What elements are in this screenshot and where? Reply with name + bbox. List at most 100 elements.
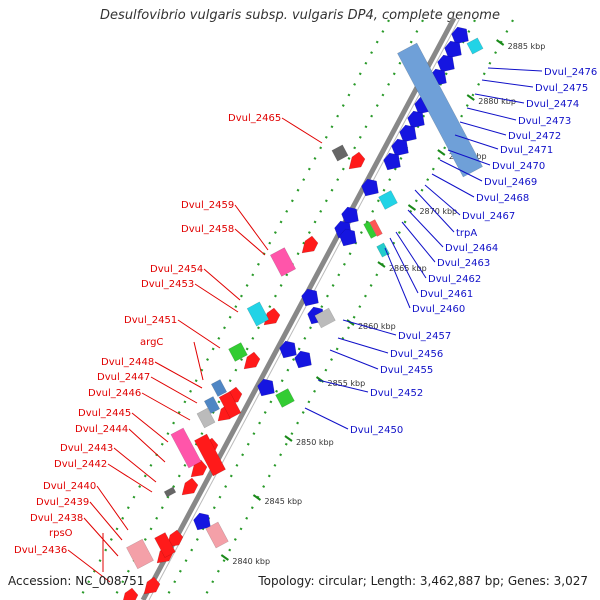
right-gene-label: Dvul_2472 (508, 131, 561, 142)
rna-block (210, 379, 228, 397)
right-label-leader (401, 221, 436, 263)
right-gene-label: Dvul_2469 (484, 177, 537, 188)
right-gene-label: Dvul_2471 (500, 145, 553, 156)
right-label-leader (342, 319, 397, 336)
right-label-leader (317, 379, 369, 393)
rna-block (203, 396, 221, 414)
forward-gene-arrow (190, 459, 208, 478)
right-gene-label: Dvul_2452 (370, 388, 423, 399)
reverse-gene-arrow (257, 378, 275, 397)
right-gene-label: Dvul_2473 (518, 116, 571, 127)
left-label-leader (234, 204, 269, 251)
forward-gene-arrow (181, 477, 199, 496)
tick-mark (407, 204, 417, 211)
left-gene-label: Dvul_2442 (54, 459, 107, 470)
reverse-gene-arrow (383, 152, 401, 171)
right-label-leader (487, 67, 543, 72)
tick-label: 2860 kbp (358, 322, 396, 331)
cyan-gene (246, 301, 270, 327)
green-gene (228, 342, 248, 362)
multi-color-gene (369, 219, 383, 237)
forward-gene-arrow (166, 529, 184, 548)
right-label-leader (337, 337, 389, 354)
left-label-leader (141, 392, 191, 421)
pink-gene (126, 538, 154, 570)
left-label-leader (128, 428, 166, 463)
right-gene-label: Dvul_2475 (535, 83, 588, 94)
forward-gene-arrow (348, 151, 366, 170)
left-label-leader (150, 376, 198, 404)
right-label-leader (384, 247, 411, 309)
rna-block (397, 42, 483, 178)
tick-label: 2870 kbp (419, 207, 457, 216)
left-label-leader (203, 268, 241, 301)
right-gene-label: Dvul_2456 (390, 349, 443, 360)
right-label-leader (414, 189, 455, 233)
reverse-gene-arrow (301, 288, 319, 307)
left-gene-label: Dvul_2459 (181, 200, 234, 211)
left-label-leader (83, 517, 119, 557)
right-label-leader (439, 159, 483, 182)
accession-text: Accession: NC_008751 (8, 574, 145, 588)
right-label-leader (395, 231, 427, 279)
dotted-guide-line (164, 19, 476, 600)
genome-backbone (140, 16, 461, 600)
right-gene-label: Dvul_2457 (398, 331, 451, 342)
left-gene-label: Dvul_2447 (97, 372, 150, 383)
forward-gene-arrow (243, 351, 261, 370)
tick-mark (437, 149, 446, 156)
tick-label: 2865 kbp (389, 264, 427, 273)
right-gene-label: Dvul_2462 (428, 274, 481, 285)
dark-gene (163, 486, 177, 498)
topology-text: Topology: circular; Length: 3,462,887 bp… (258, 574, 588, 588)
forward-gene (218, 391, 242, 419)
gene-features (122, 26, 484, 600)
right-gene-label: Dvul_2474 (526, 99, 579, 110)
left-label-leader (131, 412, 169, 443)
tick-mark (284, 435, 293, 442)
tick-label: 2840 kbp (232, 557, 270, 566)
right-label-leader (454, 134, 499, 150)
left-gene-label: argC (140, 337, 163, 348)
forward-gene-arrow (143, 576, 161, 595)
left-label-leader (194, 283, 239, 313)
reverse-gene-arrow (407, 110, 425, 129)
reverse-gene-arrow (279, 340, 297, 359)
right-gene-label: trpA (456, 228, 477, 239)
right-label-leader (447, 149, 491, 166)
tick-mark (220, 554, 229, 561)
right-gene-label: Dvul_2464 (445, 243, 498, 254)
right-label-leader (459, 121, 507, 136)
green-gene (275, 388, 295, 408)
dark-gene (331, 144, 349, 162)
left-gene-label: Dvul_2454 (150, 264, 203, 275)
left-label-leader (113, 447, 157, 483)
forward-gene-arrow (301, 235, 319, 254)
guide-lines (78, 19, 514, 600)
tick-mark (496, 39, 505, 46)
left-label-leader (89, 501, 123, 541)
left-gene-label: Dvul_2445 (78, 408, 131, 419)
left-label-leader (193, 341, 204, 381)
right-gene-label: Dvul_2476 (544, 67, 597, 78)
dotted-guide-line (78, 19, 390, 600)
left-label-leader (107, 463, 153, 493)
right-gene-label: Dvul_2455 (380, 365, 433, 376)
tick-label: 2845 kbp (264, 497, 302, 506)
right-gene-label: Dvul_2470 (492, 161, 545, 172)
right-gene-label: Dvul_2468 (476, 193, 529, 204)
left-label-leader (281, 117, 323, 144)
reverse-gene-arrow (339, 228, 357, 247)
cyan-gene (378, 190, 398, 210)
grey-gene (196, 407, 216, 429)
reverse-gene-arrow (294, 350, 312, 369)
multi-color-gene (376, 242, 390, 258)
reverse-gene-arrow (193, 512, 211, 531)
tick-mark (466, 94, 475, 101)
left-gene-label: Dvul_2448 (101, 357, 154, 368)
backbone-shadow (148, 17, 461, 600)
forward-gene-arrow (263, 307, 281, 326)
reverse-gene-arrow (437, 54, 455, 73)
gene-labels: Dvul_2465 Dvul_2459 Dvul_2458 Dvul_2454 Dvul… (14, 67, 597, 583)
